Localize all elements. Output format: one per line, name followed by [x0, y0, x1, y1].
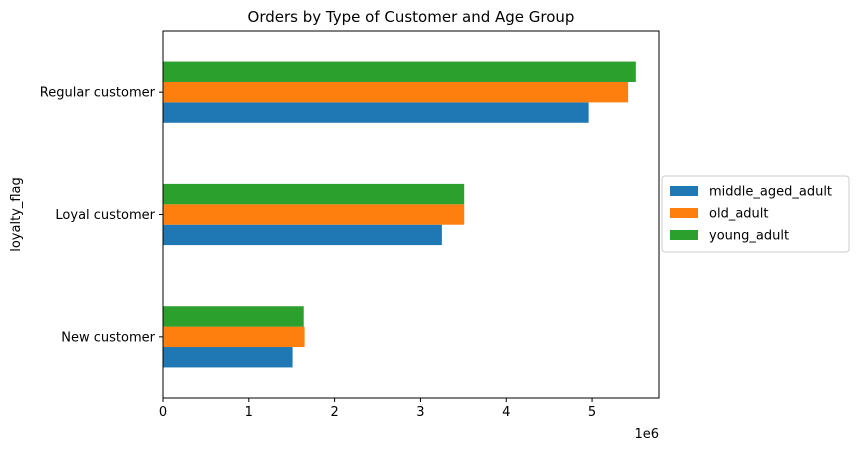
x-tick-label: 4: [502, 405, 510, 420]
bar-old_adult: [163, 81, 629, 103]
bars-group: [163, 61, 636, 368]
x-tick-label: 1: [245, 405, 253, 420]
y-axis-label: loyalty_flag: [9, 177, 24, 252]
x-tick-label: 5: [588, 405, 596, 420]
y-tick-label: Regular customer: [40, 86, 156, 101]
y-axis: New customer Loyal customer Regular custom…: [40, 86, 163, 345]
bar-young_adult: [163, 183, 465, 205]
chart-title: Orders by Type of Customer and Age Group: [248, 8, 575, 26]
legend: middle_aged_adult old_adult young_adult: [661, 175, 850, 253]
legend-swatch-middle_aged_adult: [670, 186, 698, 196]
x-axis-offset-label: 1e6: [634, 427, 659, 442]
legend-frame: [661, 175, 850, 253]
bar-young_adult: [163, 306, 304, 327]
x-tick-label: 2: [330, 405, 338, 420]
legend-label-middle_aged_adult: middle_aged_adult: [709, 185, 832, 200]
bar-young_adult: [163, 61, 636, 82]
x-tick-label: 3: [416, 405, 424, 420]
bar-middle_aged_adult: [163, 224, 442, 246]
x-tick-label: 0: [159, 405, 167, 420]
legend-label-old_adult: old_adult: [709, 207, 768, 222]
legend-swatch-young_adult: [670, 230, 698, 240]
legend-label-young_adult: young_adult: [709, 229, 789, 244]
bar-old_adult: [163, 204, 465, 225]
y-tick-label: Loyal customer: [55, 208, 155, 223]
bar-middle_aged_adult: [163, 102, 589, 123]
bar-middle_aged_adult: [163, 347, 293, 368]
y-tick-label: New customer: [61, 330, 155, 345]
x-axis: 0 1 2 3 4 5: [159, 398, 596, 420]
bar-old_adult: [163, 326, 305, 348]
legend-swatch-old_adult: [670, 208, 698, 218]
